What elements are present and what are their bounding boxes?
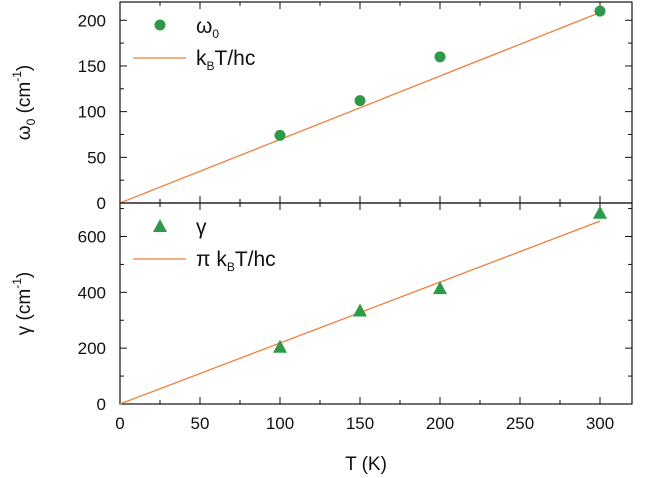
fit-line [119,11,601,204]
data-point [273,339,287,353]
plot-frame [119,202,633,405]
data-point [593,205,607,219]
x-tick-label: 300 [586,414,614,433]
legend-label: π kBT/hc [196,248,276,274]
legend: γ π kBT/hc [133,216,276,274]
x-tick-label: 100 [266,414,294,433]
y-tick-label: 100 [78,103,106,122]
x-tick-label: 50 [191,414,210,433]
y-tick-label: 200 [78,11,106,30]
y-tick-label: 600 [78,228,106,247]
legend-marker [154,19,166,31]
y-axis-title: ω0 (cm-1) [10,65,38,140]
y-tick-label: 150 [78,57,106,76]
x-tick-label: 0 [115,414,124,433]
x-tick-label: 200 [426,414,454,433]
legend-label: ω0 [196,15,219,41]
x-axis-title: T (K) [345,454,387,475]
legend-label: γ [196,216,207,239]
data-point [274,129,286,141]
top-panel: 0 50 100 150 200 ω0 (cm-1) ω0 kBT/hc [10,1,633,213]
x-tick-label: 250 [506,414,534,433]
y-axis-title: γ (cm-1) [10,272,35,335]
legend-marker [153,219,167,232]
y-tick-label: 200 [78,339,106,358]
data-point [433,281,447,295]
y-tick-label: 50 [87,148,106,167]
bottom-panel: 0 200 400 600 0 50 100 150 200 250 300 T (K) γ (cm-1… [10,202,633,475]
y-tick-label: 0 [97,194,106,213]
x-tick-label: 150 [346,414,374,433]
data-point [353,303,367,317]
legend: ω0 kBT/hc [133,15,255,73]
data-point [434,51,446,63]
legend-label: kBT/hc [196,47,255,73]
data-point [594,5,606,17]
data-point [354,95,366,107]
y-tick-label: 0 [97,395,106,414]
y-tick-label: 400 [78,283,106,302]
